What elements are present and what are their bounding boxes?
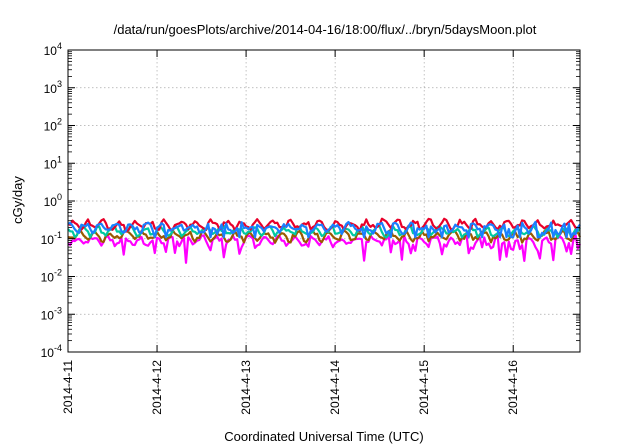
grid bbox=[68, 50, 580, 352]
series-line bbox=[67, 228, 582, 244]
series-line bbox=[67, 220, 581, 239]
y-tick-label: 10-3 bbox=[41, 305, 62, 322]
axes: 10-4 10-3 10-2 10-1 100 101 102 103 104 2014-4-11… bbox=[41, 41, 580, 415]
y-tick-label: 10-2 bbox=[41, 268, 62, 285]
x-tick-label: 2014-4-12 bbox=[150, 360, 164, 415]
y-tick-label: 10-1 bbox=[41, 230, 62, 247]
x-tick-label: 2014-4-11 bbox=[61, 360, 75, 414]
y-tick-label: 104 bbox=[44, 41, 62, 58]
x-tick-label: 2014-4-16 bbox=[506, 360, 520, 415]
x-tick-label: 2014-4-13 bbox=[239, 360, 253, 415]
y-tick-label: 100 bbox=[44, 192, 62, 209]
y-tick-label: 101 bbox=[44, 154, 62, 171]
x-tick-label: 2014-4-15 bbox=[417, 360, 431, 415]
x-tick-label: 2014-4-14 bbox=[328, 360, 342, 415]
series-layer bbox=[67, 217, 582, 264]
chart-title: /data/run/goesPlots/archive/2014-04-16/1… bbox=[114, 22, 537, 37]
x-axis-label: Coordinated Universal Time (UTC) bbox=[224, 429, 423, 444]
y-tick-label: 10-4 bbox=[41, 343, 62, 360]
y-tick-label: 102 bbox=[44, 117, 62, 134]
y-tick-label: 103 bbox=[44, 79, 62, 96]
y-axis-label: cGy/day bbox=[10, 176, 25, 224]
